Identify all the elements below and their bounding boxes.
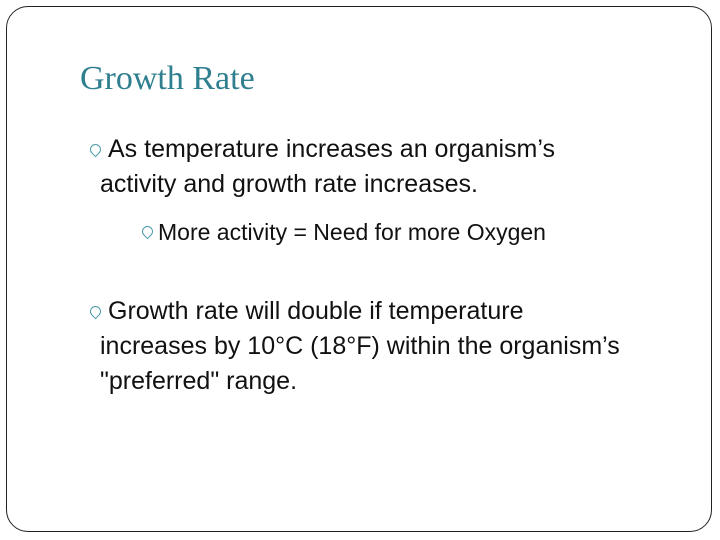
slide-frame: [6, 6, 712, 532]
bullet-text: As temperature increases an organism’s a…: [100, 135, 555, 198]
slide-title: Growth Rate: [80, 60, 255, 97]
bullet-text: Growth rate will double if temperature i…: [100, 297, 620, 395]
subbullet-text: More activity = Need for more Oxygen: [158, 219, 546, 245]
